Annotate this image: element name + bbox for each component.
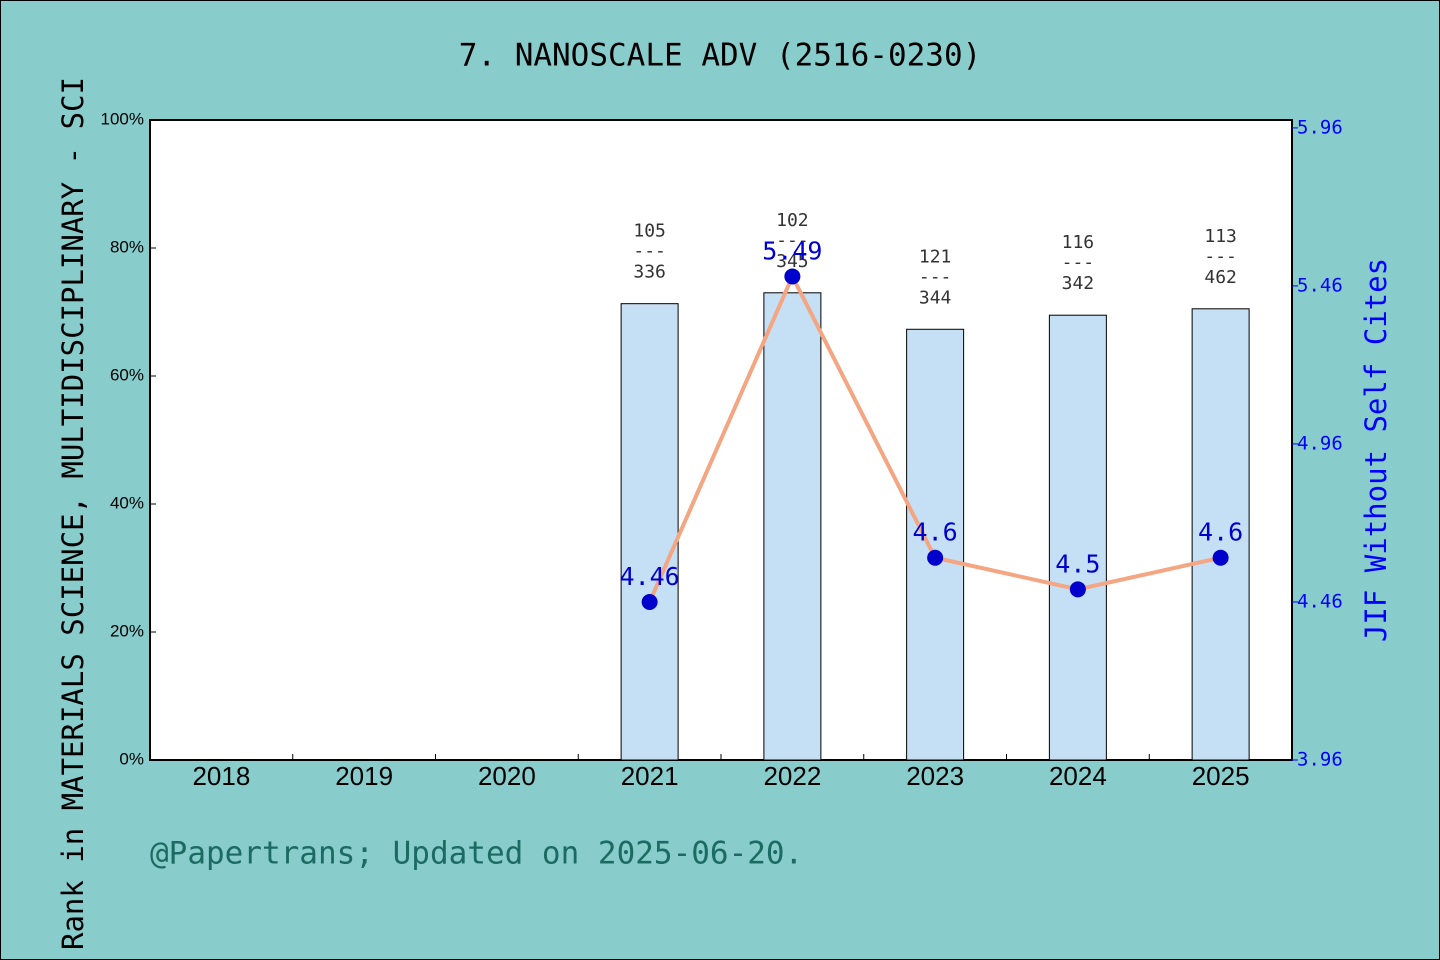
y-tick-label: 60%: [110, 365, 144, 384]
total-label: 344: [919, 287, 952, 308]
x-tick-label: 2019: [335, 761, 393, 791]
y2-tick-label: 5.46: [1297, 274, 1343, 296]
fraction-separator: ---: [919, 266, 952, 287]
y-tick-label: 20%: [110, 621, 144, 640]
fraction-separator: ---: [1204, 246, 1237, 267]
marker: [1212, 549, 1229, 566]
rank-label: 116: [1062, 232, 1095, 253]
y-tick-label: 0%: [119, 749, 144, 768]
total-label: 336: [633, 262, 666, 283]
y-axis-label: Rank in MATERIALS SCIENCE, MULTIDISCIPLI…: [56, 77, 90, 950]
y2-axis-label: JIF Without Self Cites: [1359, 258, 1393, 642]
x-tick-label: 2021: [621, 761, 679, 791]
x-tick-label: 2023: [906, 761, 964, 791]
y-tick-label: 80%: [110, 237, 144, 256]
total-label: 345: [776, 251, 809, 272]
marker: [641, 593, 658, 610]
rank-label: 121: [919, 246, 952, 267]
y2-tick-label: 4.46: [1297, 590, 1343, 612]
bar: [906, 328, 965, 761]
rank-label: 102: [776, 210, 809, 231]
rank-label: 113: [1204, 226, 1237, 247]
chart-title: 7. NANOSCALE ADV (2516-0230): [459, 38, 982, 74]
data-label: 4.6: [913, 518, 958, 547]
data-label: 4.5: [1055, 549, 1100, 578]
total-label: 342: [1062, 273, 1095, 294]
marker: [1069, 581, 1086, 598]
bar: [763, 292, 822, 761]
total-label: 462: [1204, 267, 1237, 288]
footer: @Papertrans; Updated on 2025-06-20.: [150, 836, 803, 872]
bar: [1048, 314, 1107, 761]
x-tick-label: 2024: [1049, 761, 1107, 791]
bar: [620, 303, 679, 761]
y-tick-label: 100%: [101, 109, 144, 128]
x-tick-label: 2020: [478, 761, 536, 791]
x-tick-label: 2018: [192, 761, 250, 791]
y2-tick-label: 4.96: [1297, 432, 1343, 454]
data-label: 4.46: [620, 562, 680, 591]
x-tick-label: 2025: [1192, 761, 1250, 791]
fraction-separator: ---: [633, 241, 666, 262]
fraction-separator: ---: [776, 230, 809, 251]
y-tick-label: 40%: [110, 493, 144, 512]
fraction-separator: ---: [1062, 252, 1095, 273]
marker: [784, 268, 801, 285]
bar: [1191, 308, 1250, 761]
marker: [927, 549, 944, 566]
data-label: 4.6: [1198, 518, 1243, 547]
x-tick-label: 2022: [763, 761, 821, 791]
data-label: 5.49: [762, 236, 822, 265]
rank-label: 105: [633, 221, 666, 242]
y2-tick-label: 5.96: [1297, 116, 1343, 138]
y2-tick-label: 3.96: [1297, 749, 1343, 771]
